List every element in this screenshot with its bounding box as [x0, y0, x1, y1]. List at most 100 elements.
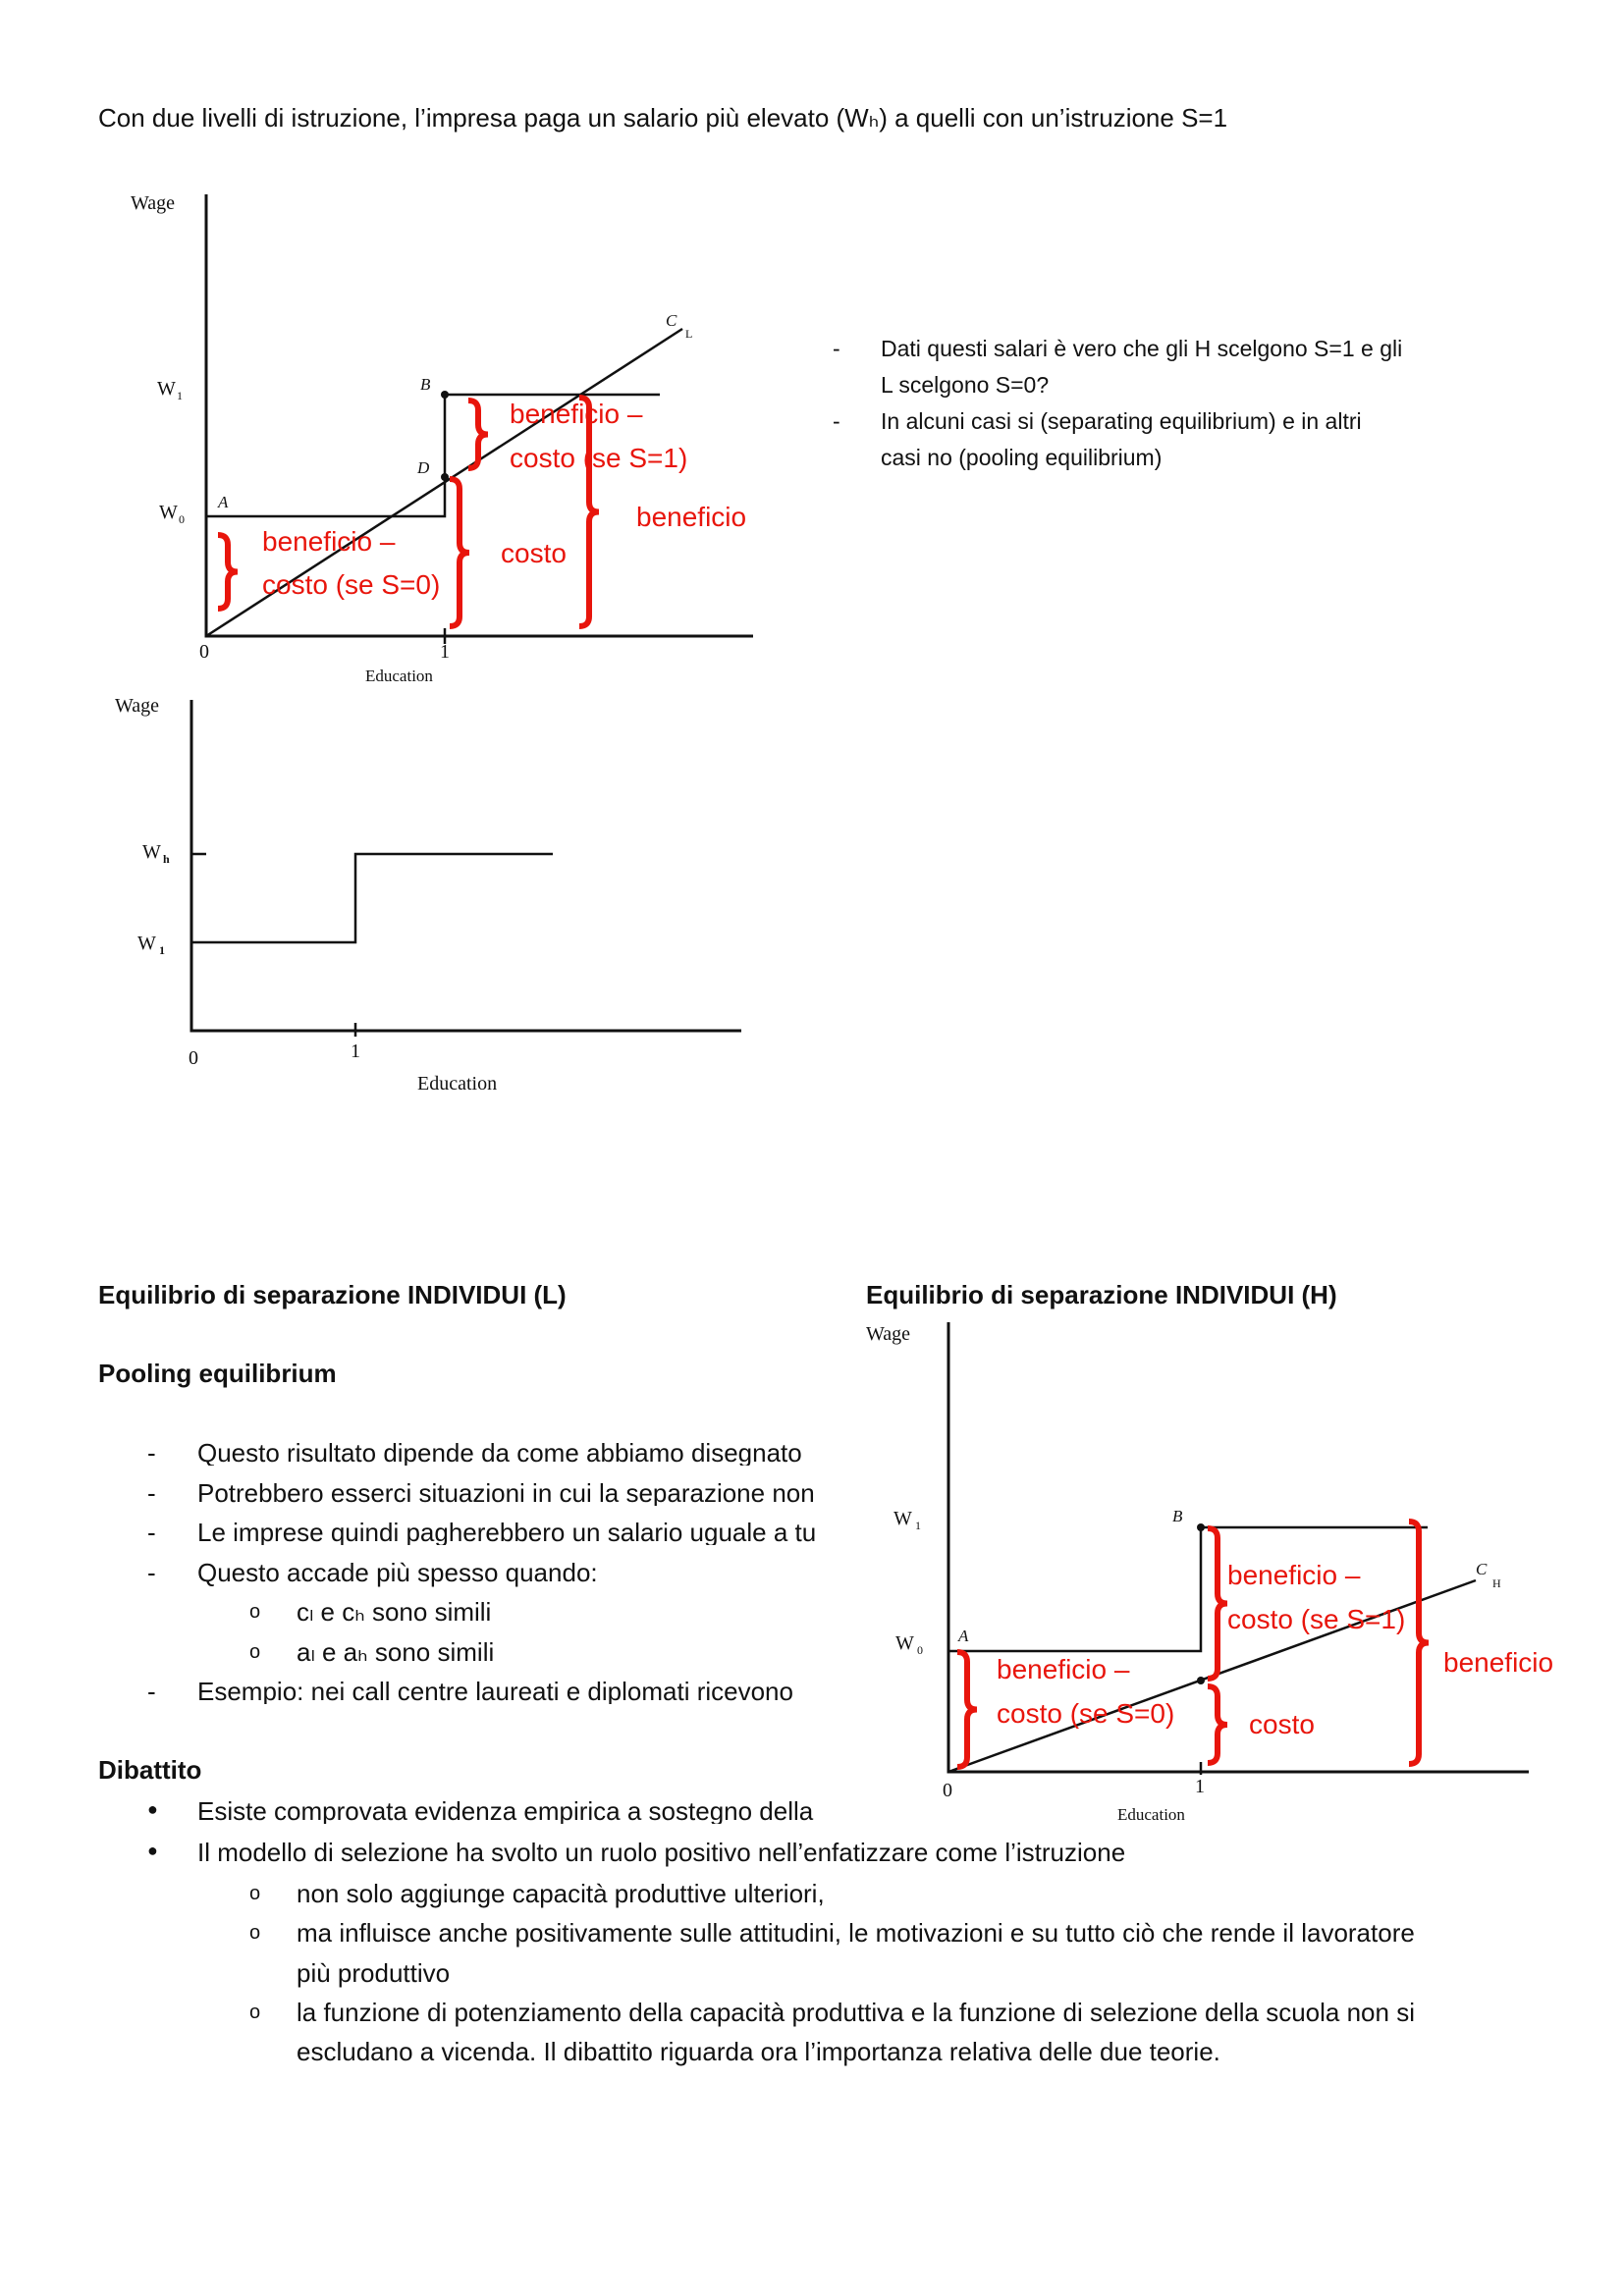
pooling-subitem: cₗ e cₕ sono simili — [297, 1597, 492, 1627]
dibattito-item: Il modello di selezione ha svolto un ruo… — [197, 1838, 1126, 1867]
curly-brace — [449, 476, 470, 629]
wage-step — [191, 852, 553, 944]
w1-label: W — [157, 378, 176, 400]
dibattito-subitem: più produttivo — [297, 1958, 451, 1988]
pooling-subitem: aₗ e aₕ sono simili — [297, 1637, 495, 1667]
figure-2: Wage W h W 1 0 1 Education — [115, 695, 741, 1095]
side-dash: - — [833, 408, 840, 434]
wage-step — [948, 1525, 1428, 1653]
origin-label: 0 — [189, 1047, 198, 1069]
annotation: costo — [1249, 1709, 1315, 1739]
dash: - — [147, 1677, 156, 1706]
dash: - — [147, 1558, 156, 1587]
curly-brace — [1207, 1525, 1228, 1682]
point-d-dot — [441, 473, 449, 481]
point-b-label: B — [1172, 1507, 1183, 1525]
side-bullet-line: L scelgono S=0? — [881, 372, 1050, 398]
bullet: ● — [147, 1841, 158, 1860]
point-b-dot — [441, 391, 449, 399]
annotation: beneficio – — [997, 1654, 1130, 1684]
annotation: costo (se S=1) — [1227, 1604, 1405, 1634]
curly-brace — [217, 532, 239, 612]
curve-label: C — [666, 311, 677, 330]
side-bullet-line: casi no (pooling equilibrium) — [881, 445, 1163, 470]
annotation: beneficio – — [1227, 1560, 1361, 1590]
wage-step — [206, 393, 660, 518]
pooling-item: Le imprese quindi pagherebbero un salari… — [197, 1520, 817, 1545]
side-bullet-line: Dati questi salari è vero che gli H scel… — [881, 336, 1403, 361]
heading-right: Equilibrio di separazione INDIVIDUI (H) — [866, 1280, 1337, 1309]
annotation: costo (se S=1) — [510, 443, 687, 473]
side-dash: - — [833, 336, 840, 361]
point-b-dot — [1197, 1523, 1205, 1531]
point-d-label: D — [416, 458, 430, 477]
circle-bullet: o — [249, 2002, 261, 2023]
origin-label: 0 — [199, 641, 209, 663]
tick-label: 1 — [351, 1041, 360, 1062]
annotation: beneficio – — [262, 526, 396, 557]
curve-label: C — [1476, 1560, 1488, 1578]
tick-label: 1 — [440, 641, 450, 663]
point-a-label: A — [957, 1627, 969, 1645]
origin-label: 0 — [943, 1780, 952, 1801]
w0-sub: 0 — [179, 512, 185, 526]
pooling-item: Potrebbero esserci situazioni in cui la … — [197, 1480, 815, 1506]
x-axis-label: Education — [1117, 1805, 1185, 1824]
w0-sub: 0 — [917, 1643, 923, 1657]
pooling-item: Questo accade più spesso quando: — [197, 1558, 598, 1587]
side-bullet-line: In alcuni casi si (separating equilibriu… — [881, 408, 1362, 434]
figure-3: Wage W 1 W 0 0 1 Education A B C H benef… — [866, 1322, 1553, 1824]
pooling-title: Pooling equilibrium — [98, 1359, 337, 1388]
point-b-label: B — [420, 375, 431, 394]
curly-brace — [578, 395, 600, 629]
annotation: beneficio — [1443, 1647, 1553, 1678]
dibattito-subitem: escludano a vicenda. Il dibattito riguar… — [297, 2037, 1220, 2066]
dash: - — [147, 1438, 156, 1468]
curly-brace — [1408, 1519, 1430, 1767]
w0-label: W — [159, 502, 178, 523]
curly-brace — [1207, 1683, 1228, 1766]
w0-label: W — [895, 1632, 914, 1654]
w1-sub: 1 — [177, 389, 183, 402]
y-axis-label: Wage — [115, 695, 159, 717]
curly-brace — [467, 398, 489, 471]
circle-bullet: o — [249, 1922, 261, 1944]
y-axis-label: Wage — [131, 192, 175, 214]
dibattito-subitem: la funzione di potenziamento della capac… — [297, 1998, 1415, 2027]
w1-label: W — [137, 933, 156, 954]
y-axis-label: Wage — [866, 1323, 910, 1345]
dash: - — [147, 1478, 156, 1508]
curve-sub: H — [1492, 1576, 1501, 1590]
ticks — [191, 852, 357, 1037]
dibattito-title: Dibattito — [98, 1755, 202, 1785]
point-d-dot — [1197, 1677, 1205, 1684]
axes — [189, 700, 741, 1033]
w1-sub: 1 — [915, 1519, 921, 1532]
annotation: costo (se S=0) — [997, 1698, 1174, 1729]
figure-1: Wage W 1 W 0 0 1 Education A B D C L ben… — [131, 192, 753, 685]
circle-bullet: o — [249, 1641, 261, 1663]
w1-label: W — [893, 1508, 912, 1529]
annotation: costo — [501, 538, 567, 568]
curly-brace — [956, 1649, 978, 1770]
wh-sub: h — [163, 852, 170, 866]
wh-label: W — [142, 841, 161, 863]
curve-sub: L — [685, 327, 692, 341]
w1-sub: 1 — [159, 943, 165, 957]
pooling-item: Questo risultato dipende da come abbiamo… — [197, 1440, 802, 1466]
bullet: ● — [147, 1799, 158, 1819]
x-axis-label: Education — [417, 1073, 497, 1095]
circle-bullet: o — [249, 1883, 261, 1904]
pooling-example: Esempio: nei call centre laureati e dipl… — [197, 1679, 793, 1704]
annotation: beneficio – — [510, 399, 643, 429]
annotation: beneficio — [636, 502, 746, 532]
cost-curve-cl — [205, 327, 683, 638]
tick-label: 1 — [1195, 1776, 1205, 1797]
intro-text: Con due livelli di istruzione, l’impresa… — [98, 103, 1228, 133]
annotation: costo (se S=0) — [262, 569, 440, 600]
dibattito-subitem: non solo aggiunge capacità produttive ul… — [297, 1879, 825, 1908]
point-a-label: A — [217, 493, 229, 511]
x-axis-label: Education — [365, 667, 433, 685]
heading-left: Equilibrio di separazione INDIVIDUI (L) — [98, 1280, 567, 1309]
